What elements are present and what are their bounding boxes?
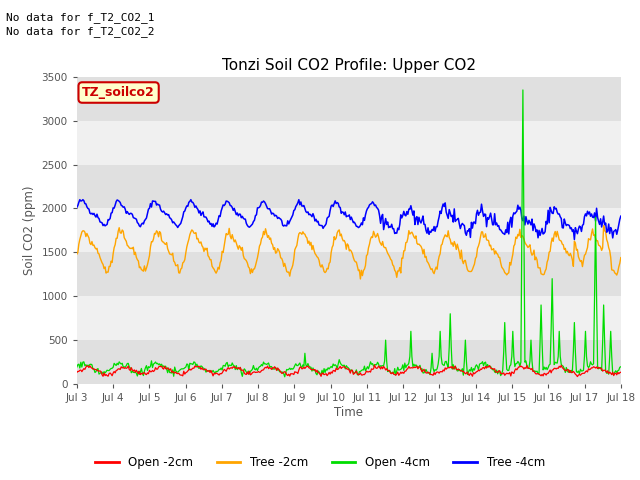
Y-axis label: Soil CO2 (ppm): Soil CO2 (ppm) xyxy=(23,186,36,275)
X-axis label: Time: Time xyxy=(334,406,364,419)
Text: TZ_soilco2: TZ_soilco2 xyxy=(82,86,155,99)
Legend: Open -2cm, Tree -2cm, Open -4cm, Tree -4cm: Open -2cm, Tree -2cm, Open -4cm, Tree -4… xyxy=(90,452,550,474)
Bar xyxy=(77,77,621,120)
Title: Tonzi Soil CO2 Profile: Upper CO2: Tonzi Soil CO2 Profile: Upper CO2 xyxy=(222,58,476,73)
Text: No data for f_T2_CO2_2: No data for f_T2_CO2_2 xyxy=(6,26,155,37)
Bar xyxy=(77,165,621,208)
Text: No data for f_T2_CO2_1: No data for f_T2_CO2_1 xyxy=(6,12,155,23)
Bar xyxy=(77,340,621,384)
Bar xyxy=(77,252,621,296)
